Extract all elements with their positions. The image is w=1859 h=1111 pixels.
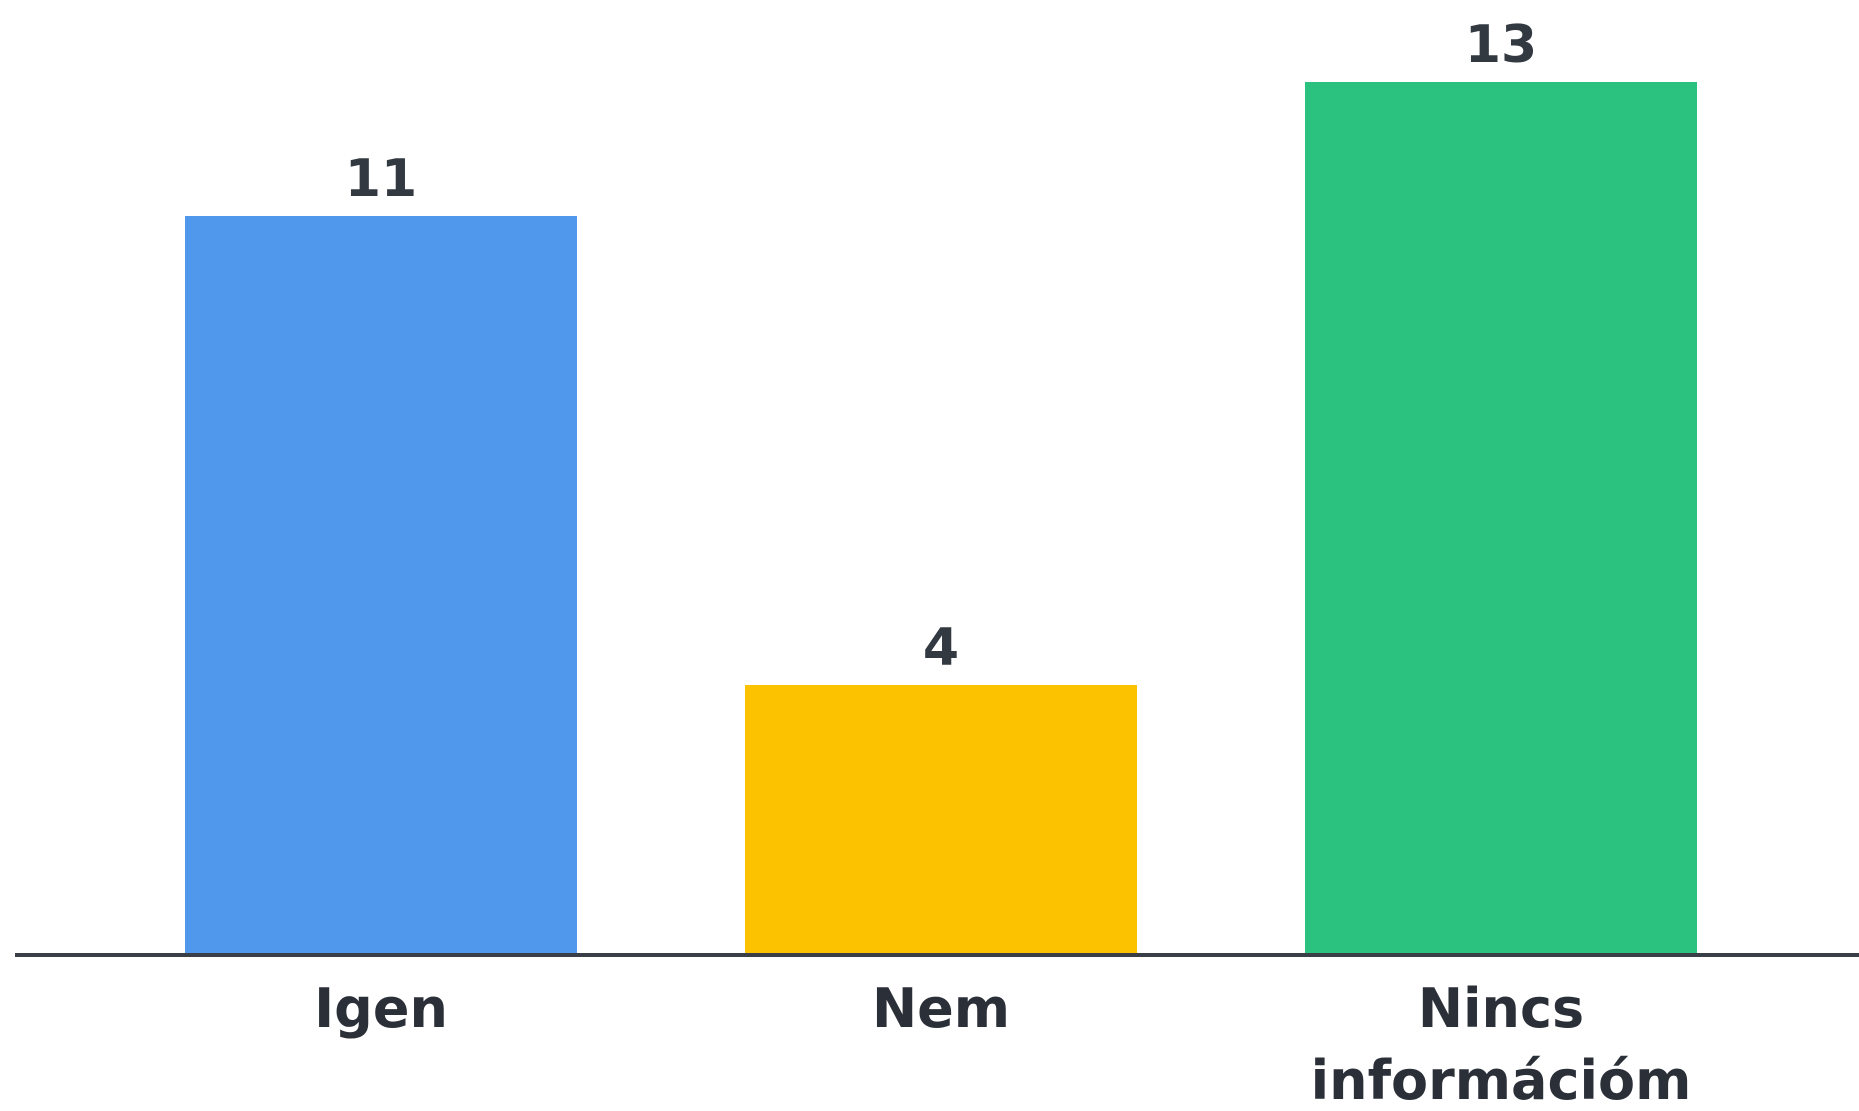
category-label-nem: Nem bbox=[872, 977, 1010, 1040]
category-label-igen: Igen bbox=[314, 977, 448, 1040]
bar-igen bbox=[185, 216, 577, 953]
category-label-line: Igen bbox=[314, 977, 448, 1040]
category-labels-layer: Igen Nem Nincs információm bbox=[314, 977, 1691, 1111]
value-labels-layer: 11 4 13 bbox=[345, 15, 1537, 678]
value-label-nem: 4 bbox=[923, 618, 959, 678]
bar-nincs-informaciom bbox=[1305, 82, 1697, 953]
category-label-line: Nem bbox=[872, 977, 1010, 1040]
bar-nem bbox=[745, 685, 1137, 953]
category-label-nincs-informaciom: Nincs információm bbox=[1311, 977, 1692, 1111]
category-label-line: Nincs bbox=[1418, 977, 1584, 1040]
category-label-line: információm bbox=[1311, 1049, 1692, 1111]
value-label-nincs-informaciom: 13 bbox=[1465, 15, 1537, 75]
value-label-igen: 11 bbox=[345, 149, 417, 209]
bars-layer bbox=[185, 82, 1697, 953]
